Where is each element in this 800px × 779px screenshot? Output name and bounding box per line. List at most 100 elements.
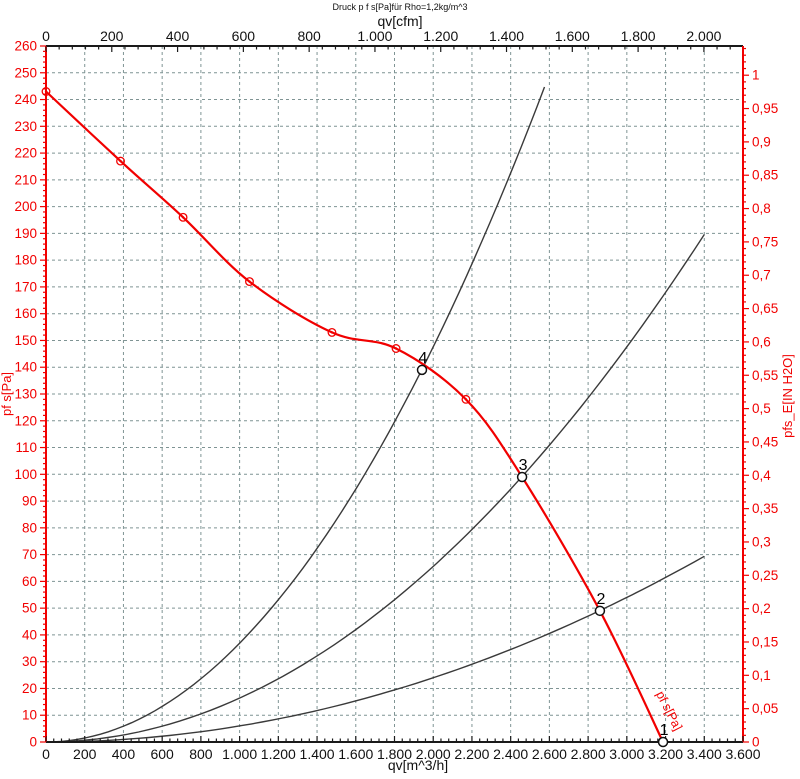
left-tick-label: 110 — [15, 440, 37, 455]
right-tick-label: 0,6 — [752, 334, 771, 349]
top-tick-label: 1.600 — [555, 28, 590, 44]
bottom-tick-label: 600 — [150, 746, 174, 762]
left-tick-label: 20 — [22, 681, 37, 696]
left-tick-label: 200 — [14, 199, 37, 214]
fan-curve-data-marker-dot — [394, 347, 398, 350]
bottom-tick-label: 3.200 — [648, 746, 683, 762]
left-tick-label: 130 — [14, 387, 37, 402]
bottom-tick-label: 3.000 — [609, 746, 644, 762]
gridlines — [46, 46, 743, 742]
operating-point-2 — [594, 605, 606, 617]
bottom-tick-label: 2.800 — [571, 746, 606, 762]
top-tick-label: 200 — [100, 28, 124, 44]
operating-point-number-1: 1 — [660, 722, 669, 739]
right-tick-label: 0,05 — [752, 701, 778, 716]
fan-pressure-curve — [45, 90, 664, 743]
operating-point-number-3: 3 — [519, 457, 528, 474]
bottom-tick-label: 2.600 — [532, 746, 567, 762]
left-tick-label: 260 — [14, 39, 37, 54]
left-tick-label: 70 — [22, 547, 37, 562]
bottom-tick-label: 1.400 — [300, 746, 335, 762]
left-tick-label: 160 — [14, 306, 37, 321]
left-tick-label: 150 — [14, 333, 37, 348]
right-tick-label: 0,2 — [752, 601, 771, 616]
operating-point-number-2: 2 — [596, 591, 605, 608]
system-curves — [45, 86, 705, 743]
left-tick-label: 30 — [22, 654, 37, 669]
top-tick-label: 400 — [166, 28, 190, 44]
bottom-tick-label: 2.400 — [493, 746, 528, 762]
left-tick-label: 240 — [14, 92, 37, 107]
fan-curve-data-marker-dot — [330, 331, 334, 334]
bottom-tick-label: 800 — [189, 746, 213, 762]
left-tick-label: 190 — [14, 226, 37, 241]
system-curve-middle — [45, 234, 705, 743]
left-tick-label: 80 — [22, 520, 37, 535]
left-tick-label: 180 — [14, 253, 37, 268]
fan-curve-data-marker-dot — [181, 216, 185, 219]
right-tick-label: 0,25 — [752, 568, 778, 583]
bottom-tick-label: 3.600 — [725, 746, 760, 762]
left-tick-label: 40 — [22, 627, 37, 642]
right-tick-label: 1 — [752, 68, 760, 83]
right-tick-label: 0,65 — [752, 301, 778, 316]
right-tick-label: 0,75 — [752, 234, 778, 249]
bottom-axis-title: qv[m^3/h] — [388, 757, 448, 773]
right-tick-label: 0,85 — [752, 168, 778, 183]
axes: 0 200 400 600 800 1.000 1.200 1.400 1.600 1.800 2.… — [14, 28, 778, 762]
left-axis-title: pf s[Pa] — [0, 372, 14, 416]
top-axis-title: qv[cfm] — [377, 13, 422, 29]
fan-curve-data-marker-dot — [464, 398, 468, 401]
operating-point-3 — [516, 471, 528, 483]
operating-point-1 — [657, 736, 669, 748]
right-tick-label: 0,9 — [752, 134, 771, 149]
left-tick-label: 50 — [22, 601, 37, 616]
fan-curve-data-marker-dot — [119, 159, 122, 163]
left-tick-label: 100 — [14, 467, 37, 482]
bottom-tick-label: 400 — [112, 746, 136, 762]
left-tick-label: 230 — [14, 119, 37, 134]
left-tick-label: 210 — [14, 172, 37, 187]
bottom-tick-label: 0 — [42, 746, 50, 762]
bottom-tick-label: 200 — [73, 746, 97, 762]
left-tick-label: 140 — [14, 360, 37, 375]
fan-curve-data-marker — [391, 344, 401, 353]
system-curve-shallow — [46, 555, 705, 743]
right-tick-label: 0,15 — [752, 634, 778, 649]
left-tick-label: 10 — [22, 708, 37, 723]
right-tick-label: 0,7 — [752, 268, 771, 283]
left-tick-label: 250 — [14, 65, 37, 80]
fan-curve-data-marker — [327, 327, 337, 337]
left-tick-label: 170 — [14, 279, 37, 294]
right-tick-label: 0,55 — [752, 368, 778, 383]
left-tick-label: 220 — [14, 146, 37, 161]
fan-curve-data-marker — [245, 277, 254, 287]
bottom-tick-label: 2.000 — [416, 746, 451, 762]
right-tick-label: 0,5 — [752, 401, 771, 416]
top-tick-label: 600 — [232, 28, 256, 44]
top-tick-label: 1.400 — [489, 28, 524, 44]
top-tick-label: 0 — [42, 28, 50, 44]
top-tick-label: 2.000 — [686, 28, 721, 44]
right-tick-label: 0,1 — [752, 668, 771, 683]
fan-curve-inline-label: pf s[Pa] — [653, 689, 685, 733]
bottom-tick-label: 3.400 — [687, 746, 722, 762]
top-tick-label: 1.800 — [621, 28, 656, 44]
bottom-tick-label: 1.800 — [377, 746, 412, 762]
fan-curve-data-marker — [116, 156, 125, 166]
left-tick-label: 90 — [22, 494, 37, 509]
top-tick-label: 1.200 — [423, 28, 458, 44]
chart-title: Druck p f s[Pa]für Rho=1,2kg/m^3 — [332, 2, 467, 12]
bottom-tick-label: 2.200 — [454, 746, 489, 762]
fan-curve-data-marker — [178, 212, 188, 222]
right-tick-label: 0,8 — [752, 201, 771, 216]
right-tick-label: 0,35 — [752, 501, 778, 516]
right-tick-label: 0,3 — [752, 534, 771, 549]
fan-curve-data-marker-dot — [248, 280, 251, 283]
left-tick-label: 120 — [14, 413, 37, 428]
fan-curve-data-marker — [461, 394, 471, 404]
right-tick-label: 0,4 — [752, 468, 771, 483]
right-tick-label: 0,45 — [752, 434, 778, 449]
